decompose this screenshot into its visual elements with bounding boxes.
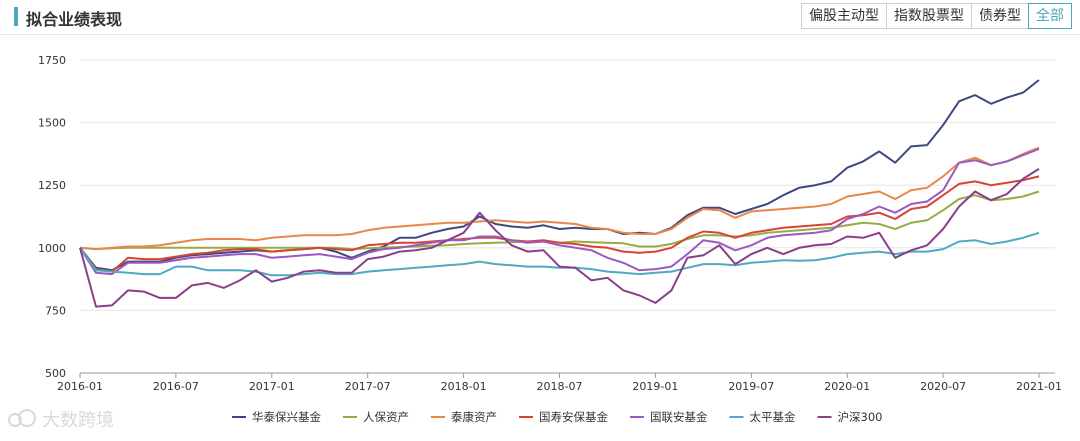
legend-label: 华泰保兴基金: [252, 410, 321, 424]
tab-index-equity[interactable]: 指数股票型: [886, 3, 972, 29]
panel-header: 拟合业绩表现 偏股主动型 指数股票型 债券型 全部: [0, 0, 1080, 34]
filter-tabs: 偏股主动型 指数股票型 债券型 全部: [801, 3, 1072, 29]
y-tick-label: 500: [45, 367, 66, 380]
header-divider: [0, 34, 1080, 35]
x-tick-label: 2017-07: [345, 380, 391, 393]
y-tick-label: 1750: [38, 54, 66, 67]
x-tick-label: 2016-01: [57, 380, 103, 393]
series-line: [79, 147, 1040, 276]
y-tick-label: 1000: [38, 242, 66, 255]
series-line: [79, 146, 1040, 251]
legend-label: 泰康资产: [451, 410, 497, 424]
y-tick-label: 1250: [38, 179, 66, 192]
x-tick-label: 2016-07: [153, 380, 199, 393]
series-line: [79, 168, 1040, 308]
x-tick-label: 2020-01: [824, 380, 870, 393]
legend-label: 太平基金: [750, 410, 796, 424]
panel-title: 拟合业绩表现: [26, 10, 123, 29]
y-tick-label: 750: [45, 304, 66, 317]
series-line: [79, 190, 1040, 251]
x-tick-label: 2018-07: [537, 380, 583, 393]
legend-label: 国寿安保基金: [539, 410, 608, 424]
tab-active-equity[interactable]: 偏股主动型: [801, 3, 887, 29]
series-line: [79, 175, 1040, 273]
watermark-logo-icon: [8, 409, 38, 429]
legend-label: 人保资产: [363, 410, 409, 424]
watermark-text: 大数跨境: [42, 410, 114, 431]
x-tick-label: 2021-01: [1016, 380, 1062, 393]
tab-all[interactable]: 全部: [1028, 3, 1072, 29]
x-tick-label: 2020-07: [920, 380, 966, 393]
legend-label: 沪深300: [838, 410, 883, 424]
series-line: [79, 231, 1040, 277]
legend-label: 国联安基金: [650, 410, 708, 424]
x-tick-label: 2018-01: [441, 380, 487, 393]
x-tick-label: 2019-01: [632, 380, 678, 393]
x-tick-label: 2019-07: [728, 380, 774, 393]
watermark: 大数跨境: [8, 406, 114, 432]
series-line: [79, 79, 1040, 272]
y-tick-label: 1500: [38, 117, 66, 130]
title-accent-bar: [14, 7, 18, 26]
x-tick-label: 2017-01: [249, 380, 295, 393]
